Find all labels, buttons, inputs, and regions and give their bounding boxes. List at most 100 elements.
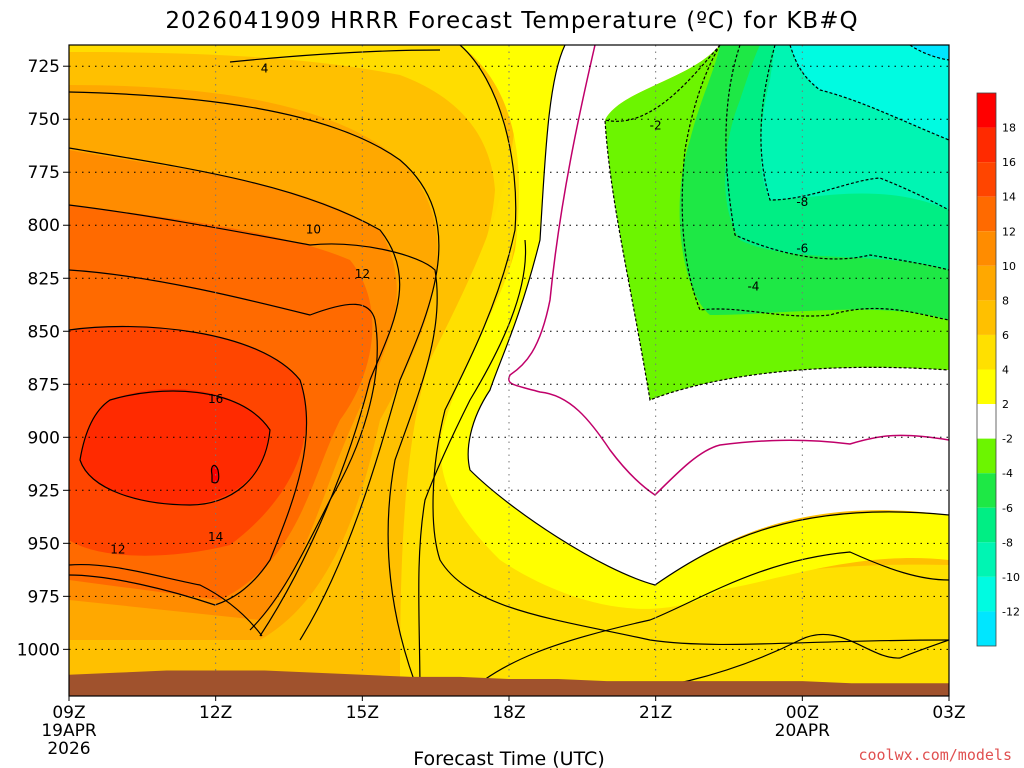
colorbar-label: -6: [1002, 502, 1013, 515]
colorbar-swatch: [977, 542, 996, 577]
x-tick-label: 18Z: [492, 703, 525, 723]
contour-label: -4: [747, 280, 759, 294]
colorbar-label: 6: [1002, 329, 1009, 342]
colorbar-swatch: [977, 404, 996, 439]
chart-title: 2026041909 HRRR Forecast Temperature (ºC…: [165, 8, 858, 34]
plot-area: 4 10 12 16 14 12 -2 -8 -6 -4: [69, 45, 949, 696]
colorbar-label: 2: [1002, 398, 1009, 411]
y-tick-label: 975: [28, 587, 60, 607]
colorbar-swatch: [977, 473, 996, 508]
colorbar-swatch: [977, 162, 996, 197]
x-tick-label: 00Z: [786, 703, 819, 723]
colorbar: 18 16 14 12 10 8 6 4 2 -2 -4 -6 -8 -10 -12: [976, 92, 1020, 647]
colorbar-label: -8: [1002, 536, 1013, 549]
contour-6: [69, 91, 440, 641]
colorbar-swatch: [977, 196, 996, 232]
colorbar-label: 18: [1002, 122, 1016, 135]
contour-4-lower: [418, 239, 527, 696]
contour-zero: [508, 45, 949, 496]
contour-8: [69, 147, 401, 637]
credit-text: coolwx.com/models: [858, 746, 1012, 764]
colorbar-label: -10: [1002, 571, 1020, 584]
x-tick-label: 15Z: [346, 703, 379, 723]
x-tick-label: 03Z: [932, 703, 965, 723]
x-tick-label: 09Z: [52, 703, 85, 723]
contour-4-top: [229, 49, 441, 63]
x-axis-label: Forecast Time (UTC): [413, 748, 604, 768]
colorbar-label: 8: [1002, 294, 1009, 307]
colorbar-swatch: [977, 507, 996, 543]
grid: [69, 45, 949, 696]
contour-minus-8: [760, 45, 949, 211]
colorbar-label: 12: [1002, 225, 1016, 238]
contour-label: 4: [261, 61, 269, 75]
colorbar-frame: [976, 92, 997, 647]
band-freezing: [468, 45, 949, 585]
band-minus-12: [910, 45, 949, 60]
colorbar-swatch: [977, 127, 996, 163]
y-tick-label: 800: [28, 216, 60, 236]
contour-minus-4: [681, 45, 949, 321]
y-tick-label: 950: [28, 534, 60, 554]
y-axis: 725 750 775 800 825 850 875 900 925 950 975 1000: [17, 57, 69, 660]
ground: [69, 670, 949, 696]
contour-18: [210, 464, 220, 484]
warm-region-18: [80, 388, 270, 505]
colorbar-swatch: [977, 300, 996, 335]
x-tick-date: 19APR: [41, 721, 97, 741]
y-tick-label: 775: [28, 163, 60, 183]
contour-14: [69, 325, 308, 606]
colorbar-swatch: [977, 576, 996, 612]
contour-2: [467, 45, 949, 586]
x-tick-date: 20APR: [775, 721, 831, 741]
contour-label: 14: [208, 530, 223, 544]
contour-minus-2: [604, 45, 949, 401]
contour-label: -2: [650, 119, 662, 133]
colorbar-swatch: [977, 334, 996, 370]
y-tick-label: 825: [28, 269, 60, 289]
contour-label: 10: [306, 222, 321, 236]
contour-6-lower: [463, 551, 949, 696]
colorbar-label: 10: [1002, 260, 1016, 273]
y-tick-label: 850: [28, 322, 60, 342]
colorbar-swatch: [977, 265, 996, 301]
colorbar-swatch: [977, 93, 996, 128]
contour-label: 16: [208, 392, 223, 406]
contour-minus-12: [909, 45, 949, 61]
band-2: [69, 45, 949, 609]
colorbar-label: 4: [1002, 364, 1009, 377]
colorbar-swatch: [977, 611, 996, 646]
contour-label: 12: [355, 267, 370, 281]
colorbar-label: -4: [1002, 467, 1013, 480]
band-4-top: [69, 45, 516, 410]
colorbar-label: -2: [1002, 433, 1013, 446]
contour-label: -6: [796, 242, 808, 256]
contour-label: 12: [110, 543, 125, 557]
x-tick-year: 2026: [47, 739, 90, 759]
colorbar-label: 16: [1002, 156, 1016, 169]
y-tick-label: 1000: [17, 640, 60, 660]
core-region: [211, 465, 219, 483]
y-tick-label: 725: [28, 57, 60, 77]
colorbar-label: 14: [1002, 191, 1016, 204]
x-tick-label: 12Z: [199, 703, 232, 723]
colorbar-swatch: [977, 438, 996, 474]
y-tick-label: 925: [28, 481, 60, 501]
contour-labels: 4 10 12 16 14 12 -2 -8 -6 -4: [110, 61, 808, 557]
y-tick-label: 900: [28, 428, 60, 448]
y-tick-label: 875: [28, 375, 60, 395]
colorbar-swatch: [977, 231, 996, 266]
contour-label: -8: [796, 195, 808, 209]
colorbar-label: -12: [1002, 605, 1020, 618]
contour-10: [69, 204, 438, 696]
y-tick-label: 750: [28, 110, 60, 130]
contour-minus-6: [725, 45, 949, 271]
contour-minus-10: [789, 45, 949, 141]
contour-16: [79, 390, 271, 506]
x-tick-label: 21Z: [639, 703, 672, 723]
band-minus-10: [790, 45, 949, 140]
colorbar-swatch: [977, 369, 996, 405]
contour-4-mid: [432, 45, 949, 646]
